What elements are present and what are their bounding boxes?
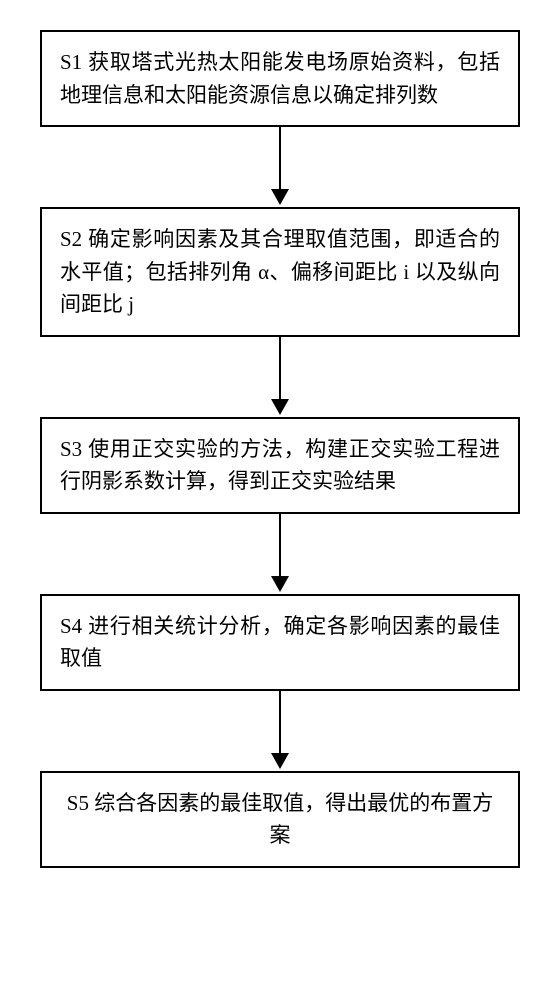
arrow-s1-s2	[271, 127, 289, 207]
step-s5-text: S5 综合各因素的最佳取值，得出最优的布置方案	[67, 791, 493, 848]
step-s1: S1 获取塔式光热太阳能发电场原始资料，包括地理信息和太阳能资源信息以确定排列数	[40, 30, 520, 127]
step-s3: S3 使用正交实验的方法，构建正交实验工程进行阴影系数计算，得到正交实验结果	[40, 417, 520, 514]
arrow-head-icon	[271, 399, 289, 415]
arrow-shaft	[279, 691, 281, 753]
step-s5: S5 综合各因素的最佳取值，得出最优的布置方案	[40, 771, 520, 868]
step-s4-text: S4 进行相关统计分析，确定各影响因素的最佳取值	[60, 614, 500, 671]
arrow-shaft	[279, 127, 281, 189]
arrow-shaft	[279, 337, 281, 399]
arrow-shaft	[279, 514, 281, 576]
step-s2: S2 确定影响因素及其合理取值范围，即适合的水平值；包括排列角 α、偏移间距比 …	[40, 207, 520, 337]
arrow-s3-s4	[271, 514, 289, 594]
step-s1-text: S1 获取塔式光热太阳能发电场原始资料，包括地理信息和太阳能资源信息以确定排列数	[60, 50, 500, 107]
arrow-s2-s3	[271, 337, 289, 417]
step-s2-text: S2 确定影响因素及其合理取值范围，即适合的水平值；包括排列角 α、偏移间距比 …	[60, 227, 500, 316]
step-s4: S4 进行相关统计分析，确定各影响因素的最佳取值	[40, 594, 520, 691]
step-s3-text: S3 使用正交实验的方法，构建正交实验工程进行阴影系数计算，得到正交实验结果	[60, 437, 500, 494]
arrow-head-icon	[271, 753, 289, 769]
arrow-head-icon	[271, 189, 289, 205]
flowchart-container: S1 获取塔式光热太阳能发电场原始资料，包括地理信息和太阳能资源信息以确定排列数…	[40, 30, 520, 868]
arrow-head-icon	[271, 576, 289, 592]
arrow-s4-s5	[271, 691, 289, 771]
